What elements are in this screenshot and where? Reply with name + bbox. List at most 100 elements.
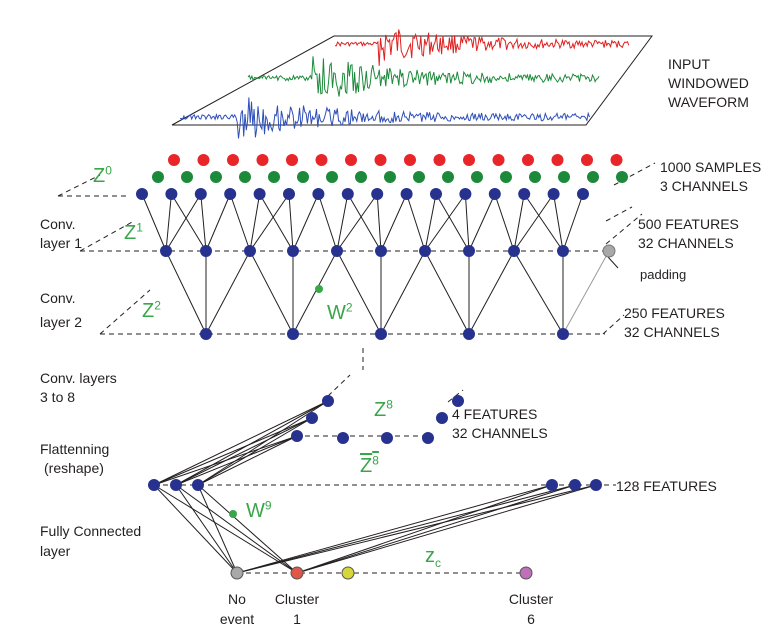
conv2-node — [200, 328, 212, 340]
conv1-node — [419, 245, 431, 257]
flatten-node — [148, 479, 160, 491]
green-sample-dot — [558, 171, 570, 183]
conv1-edge — [336, 193, 349, 252]
green-sample-dot — [500, 171, 512, 183]
flatten-node — [192, 479, 204, 491]
green-sample-dot — [384, 171, 396, 183]
padding-label: padding — [640, 267, 687, 282]
conv2-channels-label: 32 CHANNELS — [624, 324, 720, 340]
z8-node — [322, 395, 334, 407]
green-sample-dot — [326, 171, 338, 183]
fc-edge — [153, 484, 298, 574]
green-sample-dot — [616, 171, 628, 183]
fc-edge — [296, 484, 576, 574]
input-blue-node — [547, 188, 560, 200]
green-sample-dot — [413, 171, 425, 183]
conv1-label-line2: layer 1 — [40, 235, 83, 251]
conv2-edge — [165, 250, 207, 335]
red-sample-dot — [404, 154, 416, 166]
conv2-node — [463, 328, 475, 340]
conv1-edge — [229, 193, 251, 252]
input-label-line1: INPUT — [668, 56, 710, 72]
conv1-features-label: 500 FEATURES — [638, 216, 739, 232]
padding-node — [602, 244, 616, 258]
output-label-cluster6-line1: Cluster — [508, 591, 554, 607]
flatten-edge — [175, 400, 329, 486]
padding-edge — [562, 250, 610, 335]
input-blue-node — [194, 188, 207, 200]
conv1-edge — [406, 193, 426, 252]
conv1-node — [160, 245, 172, 257]
flatten-edge — [153, 400, 329, 486]
green-sample-dot — [152, 171, 164, 183]
conv2-edge — [336, 250, 382, 335]
green-sample-dot — [297, 171, 309, 183]
conv1-edge — [376, 193, 382, 252]
conv1-channels-label: 32 CHANNELS — [638, 235, 734, 251]
z1-plane-right — [605, 206, 633, 222]
output-label-no-event-line2: event — [219, 611, 255, 627]
green-sample-dot — [268, 171, 280, 183]
z2-plane-left — [99, 289, 151, 335]
fc-edge — [296, 484, 553, 574]
red-sample-dot — [345, 154, 357, 166]
green-sample-dot — [239, 171, 251, 183]
flatten-edge — [197, 417, 313, 486]
conv1-edge — [424, 193, 466, 252]
z8-node — [381, 432, 393, 444]
conv1-edge — [292, 193, 319, 252]
conv1-label-line1: Conv. — [40, 216, 76, 232]
z0-plane-left — [57, 174, 101, 197]
input-label-line3: WAVEFORM — [668, 94, 749, 110]
red-sample-dot — [463, 154, 475, 166]
green-sample-dot — [210, 171, 222, 183]
conv2-label-line1: Conv. — [40, 290, 76, 306]
fc-edge — [236, 484, 553, 574]
z1-plane-right-upper — [605, 213, 643, 245]
flatten-edge — [153, 417, 313, 486]
input-blue-node — [341, 188, 354, 200]
connection-lines — [141, 193, 619, 574]
output-node-cluster-mid — [341, 566, 355, 580]
z8-channels-label: 32 CHANNELS — [452, 425, 548, 441]
conv1-edge — [347, 193, 382, 252]
fc-edge — [296, 484, 597, 574]
green-sample-dot — [442, 171, 454, 183]
conv1-node — [463, 245, 475, 257]
conv1-edge — [553, 193, 564, 252]
conv2-node — [557, 328, 569, 340]
conv1-node — [557, 245, 569, 257]
red-sample-dot — [256, 154, 269, 166]
fc-label-line2: layer — [40, 543, 71, 559]
flatten-node — [170, 479, 182, 491]
z0-plane-right — [613, 162, 656, 186]
z8-node — [452, 395, 464, 407]
input-blue-node — [371, 188, 384, 200]
fc-edge — [197, 484, 298, 574]
conv1-edge — [249, 193, 261, 252]
input-blue-node — [312, 188, 325, 200]
conv2-edge — [380, 250, 426, 335]
conv1-node — [508, 245, 520, 257]
flatten-label-line2: (reshape) — [44, 460, 104, 476]
red-sample-dot — [581, 154, 593, 166]
input-blue-node — [459, 188, 472, 200]
input-blue-node — [165, 188, 178, 200]
conv1-edge — [165, 193, 172, 252]
conv38-label-line1: Conv. layers — [40, 370, 117, 386]
z1-plane-left — [79, 220, 135, 252]
z8-features-label: 4 FEATURES — [452, 406, 538, 422]
conv2-edge — [292, 250, 338, 335]
conv2-edge — [249, 250, 294, 335]
w9-symbol: W9 — [246, 498, 272, 522]
input-blue-node — [283, 188, 295, 200]
conv2-edge — [513, 250, 564, 335]
conv1-edge — [494, 193, 515, 252]
input-blue-node — [518, 188, 531, 200]
conv1-edge — [165, 193, 202, 252]
input-blue-node — [136, 188, 148, 200]
red-sample-dot — [315, 154, 328, 166]
samples-channels-label: 3 CHANNELS — [660, 178, 748, 194]
flatten-node — [569, 479, 581, 491]
conv1-node — [200, 245, 212, 257]
